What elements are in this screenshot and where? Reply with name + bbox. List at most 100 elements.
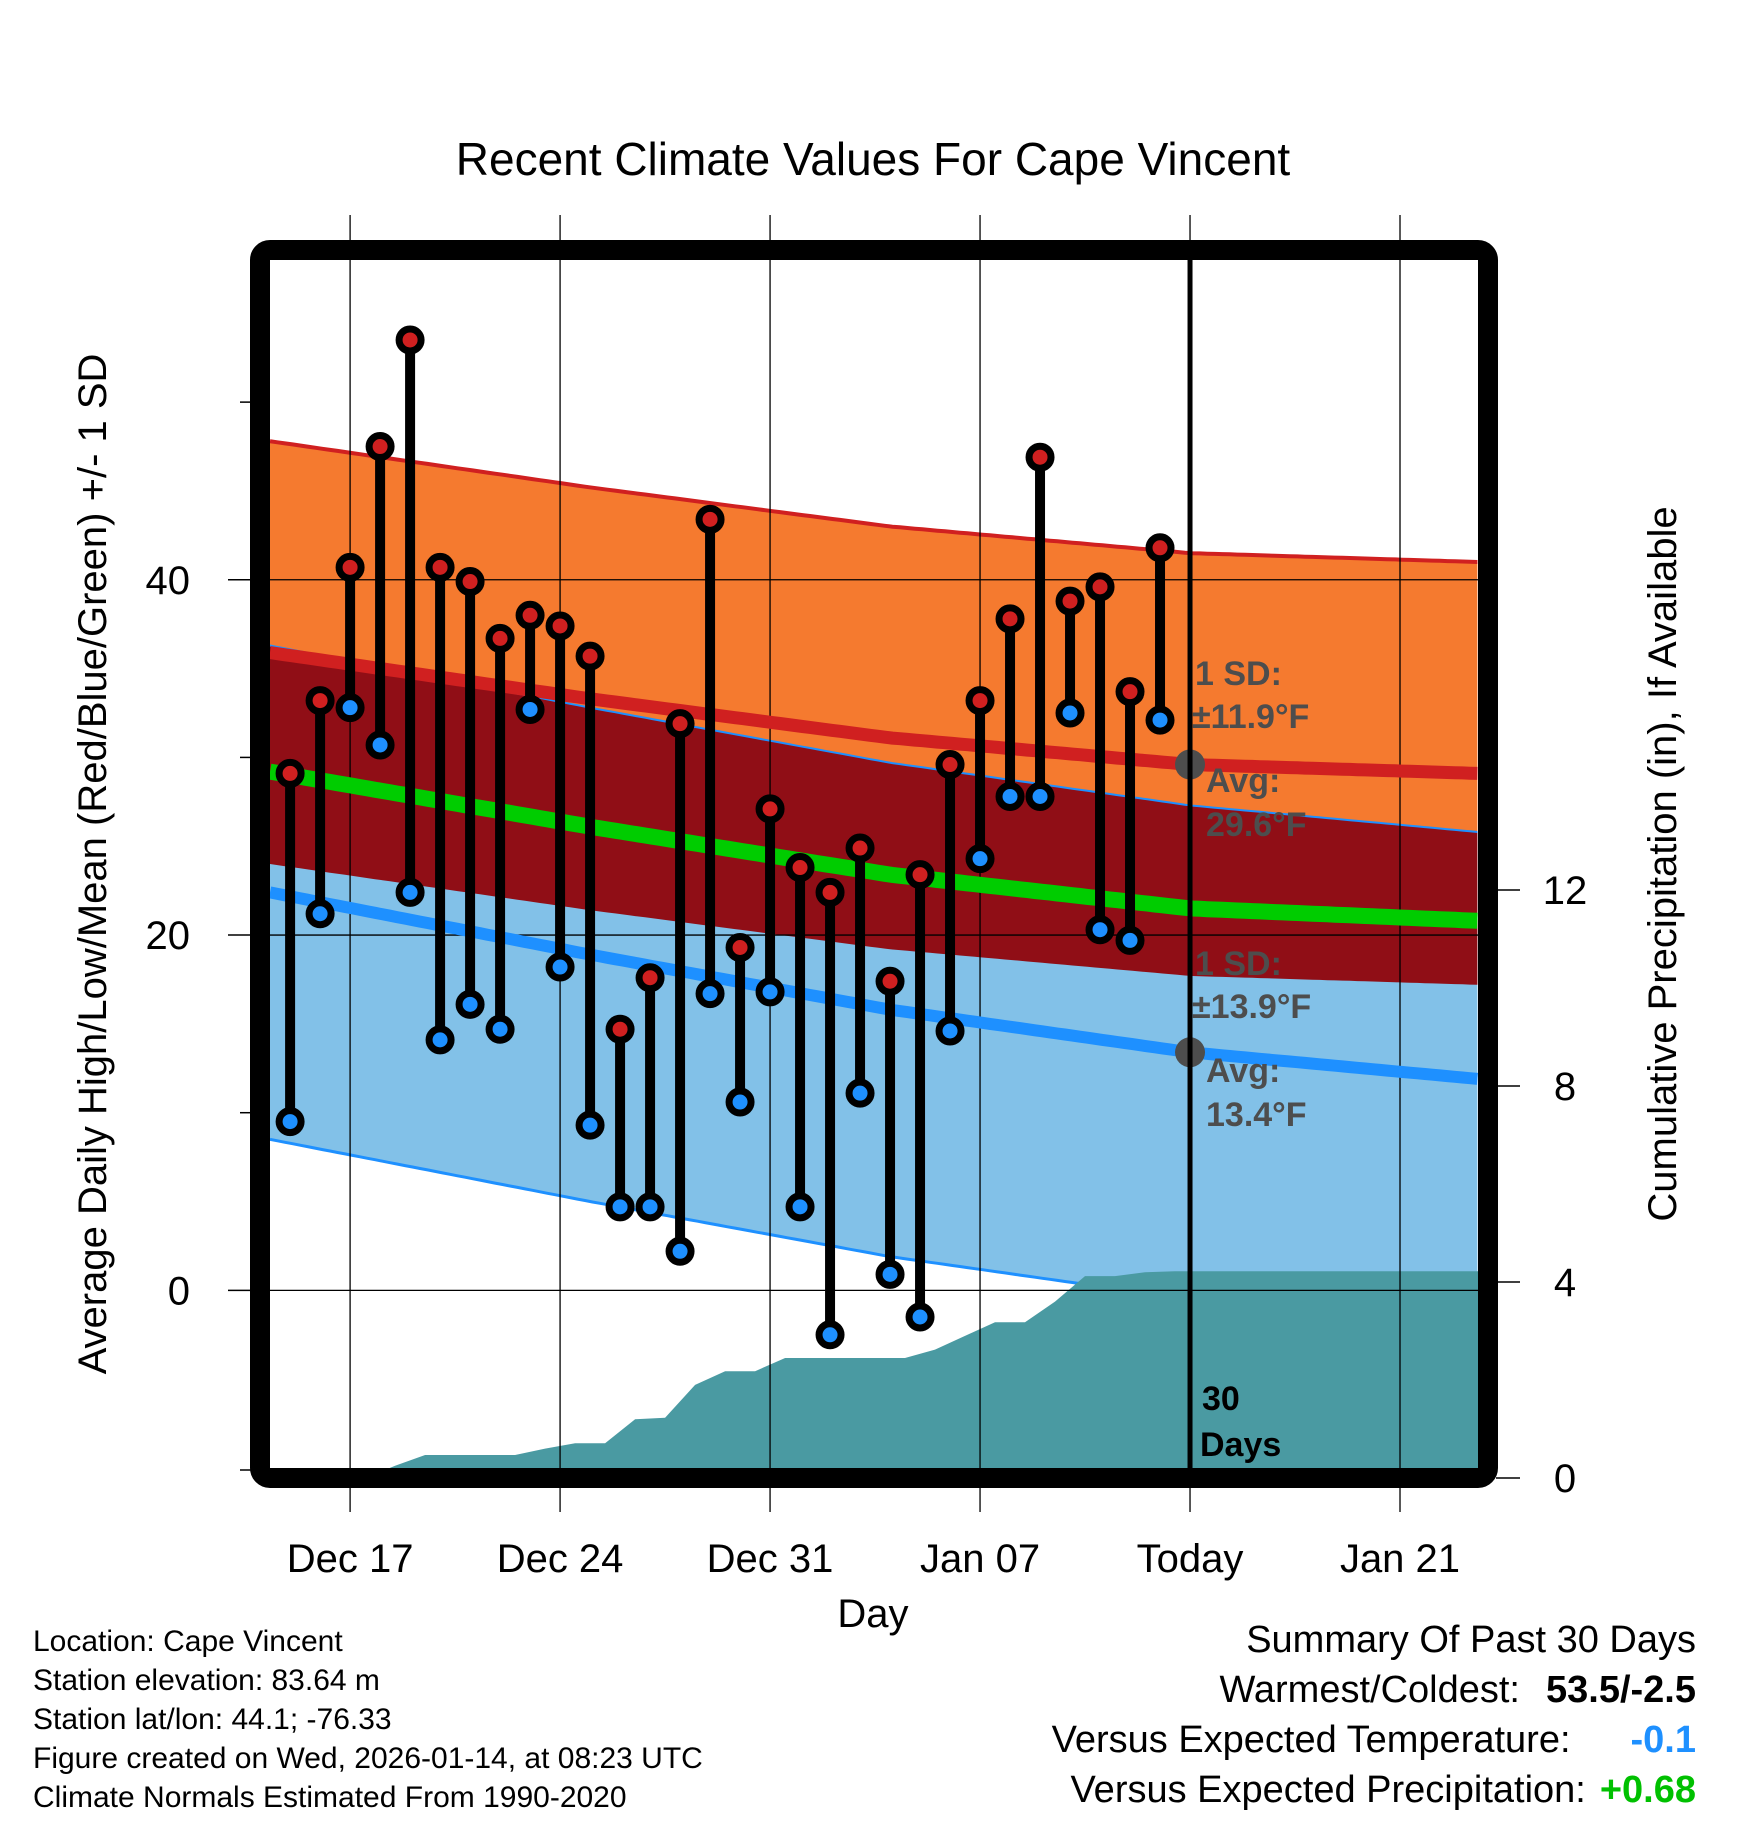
high-sd-label: 1 SD:: [1195, 655, 1282, 693]
daily-low-point: [425, 1025, 455, 1055]
x-tick-label: Dec 31: [707, 1537, 834, 1581]
y2-tick-label: 4: [1554, 1261, 1576, 1305]
x-tick-label: Dec 17: [287, 1537, 414, 1581]
daily-low-point: [1145, 705, 1175, 735]
daily-low-point: [965, 844, 995, 874]
annotations: 1 SD: ±11.9°F Avg: 29.6°F 1 SD: ±13.9°F …: [1192, 655, 1311, 1134]
temp-label: Versus Expected Temperature:: [1051, 1719, 1571, 1761]
daily-high-point: [485, 623, 515, 653]
daily-low-point: [935, 1016, 965, 1046]
days-label-number: 30: [1202, 1380, 1240, 1418]
daily-high-point: [965, 686, 995, 716]
precip-value: +0.68: [1599, 1769, 1696, 1811]
low-avg-label: Avg:: [1206, 1052, 1280, 1090]
summary-panel: Summary Of Past 30 Days Warmest/Coldest:…: [1052, 1615, 1696, 1815]
daily-high-point: [665, 709, 695, 739]
daily-high-point: [725, 932, 755, 962]
precip-cumulative-area: [389, 1271, 1478, 1468]
x-axis-ticks: Dec 17 Dec 24 Dec 31 Jan 07 Today Jan 21: [287, 1537, 1460, 1581]
y-tick-label: 40: [146, 559, 191, 603]
daily-high-point: [1055, 586, 1085, 616]
created-text: Figure created on Wed, 2026-01-14, at 08…: [33, 1742, 703, 1775]
daily-high-point: [1145, 533, 1175, 563]
daily-low-point: [1055, 698, 1085, 728]
daily-high-point: [995, 604, 1025, 634]
x-tick-label: Today: [1137, 1537, 1244, 1581]
daily-high-point: [395, 325, 425, 355]
daily-low-point: [785, 1192, 815, 1222]
daily-low-point: [335, 693, 365, 723]
daily-high-point: [815, 877, 845, 907]
daily-low-point: [1115, 925, 1145, 955]
x-tick-label: Jan 21: [1340, 1537, 1460, 1581]
y2-tick-label: 0: [1554, 1457, 1576, 1501]
location-text: Location: Cape Vincent: [33, 1625, 343, 1658]
y-tick-label: 0: [168, 1269, 190, 1313]
daily-low-point: [905, 1302, 935, 1332]
station-info: Location: Cape Vincent Station elevation…: [33, 1622, 703, 1817]
daily-high-point: [575, 641, 605, 671]
temp-value: -0.1: [1630, 1719, 1696, 1761]
daily-low-point: [455, 989, 485, 1019]
daily-high-point: [1025, 442, 1055, 472]
summary-title: Summary Of Past 30 Days: [1246, 1619, 1696, 1661]
daily-low-point: [515, 694, 545, 724]
daily-low-point: [635, 1192, 665, 1222]
daily-stems: [275, 325, 1175, 1350]
y-axis-label: Average Daily High/Low/Mean (Red/Blue/Gr…: [71, 354, 115, 1375]
daily-high-point: [635, 963, 665, 993]
summary-warmest-coldest: Warmest/Coldest: 53.5/-2.5: [1052, 1665, 1696, 1715]
high-avg-value: 29.6°F: [1206, 806, 1307, 844]
normals-text: Climate Normals Estimated From 1990-2020: [33, 1781, 627, 1814]
daily-high-point: [605, 1014, 635, 1044]
daily-high-point: [305, 686, 335, 716]
daily-low-point: [755, 977, 785, 1007]
daily-high-point: [1085, 572, 1115, 602]
low-sd-label: 1 SD:: [1195, 945, 1282, 983]
high-sd-value: ±11.9°F: [1192, 698, 1309, 736]
y2-axis-ticks: 0 4 8 12: [1496, 869, 1587, 1501]
daily-high-point: [425, 552, 455, 582]
outer-ticks: [349, 215, 1401, 1512]
y-tick-label: 20: [146, 914, 191, 958]
precip-label: Versus Expected Precipitation:: [1070, 1769, 1586, 1811]
daily-low-point: [275, 1107, 305, 1137]
daily-high-point: [545, 611, 575, 641]
warmest-coldest-value: 53.5/-2.5: [1546, 1669, 1696, 1711]
low-sd-value: ±13.9°F: [1192, 988, 1311, 1026]
y-axis-ticks: 0 20 40: [146, 401, 252, 1471]
chart-title: Recent Climate Values For Cape Vincent: [456, 133, 1291, 185]
latlon-text: Station lat/lon: 44.1; -76.33: [33, 1703, 392, 1736]
daily-high-point: [335, 552, 365, 582]
daily-high-point: [755, 794, 785, 824]
daily-high-point: [455, 567, 485, 597]
days-label-word: Days: [1200, 1426, 1281, 1464]
y2-tick-label: 8: [1554, 1065, 1576, 1109]
daily-low-point: [545, 952, 575, 982]
x-tick-label: Jan 07: [920, 1537, 1040, 1581]
daily-low-point: [365, 730, 395, 760]
daily-low-point: [485, 1014, 515, 1044]
daily-high-point: [365, 432, 395, 462]
daily-low-point: [665, 1236, 695, 1266]
daily-high-point: [275, 758, 305, 788]
x-tick-label: Dec 24: [497, 1537, 624, 1581]
daily-high-point: [695, 504, 725, 534]
daily-high-point: [515, 600, 545, 630]
daily-low-point: [575, 1110, 605, 1140]
daily-low-point: [605, 1192, 635, 1222]
x-axis-label: Day: [837, 1592, 908, 1636]
daily-high-point: [845, 833, 875, 863]
daily-low-point: [815, 1320, 845, 1350]
daily-low-point: [725, 1087, 755, 1117]
plot-frame: [250, 240, 1498, 1488]
daily-high-point: [935, 750, 965, 780]
y2-tick-label: 12: [1543, 869, 1588, 913]
elevation-text: Station elevation: 83.64 m: [33, 1664, 380, 1697]
daily-low-point: [1025, 781, 1055, 811]
warmest-coldest-label: Warmest/Coldest:: [1219, 1669, 1520, 1711]
daily-low-point: [1085, 915, 1115, 945]
high-avg-label: Avg:: [1206, 762, 1280, 800]
daily-high-point: [1115, 677, 1145, 707]
